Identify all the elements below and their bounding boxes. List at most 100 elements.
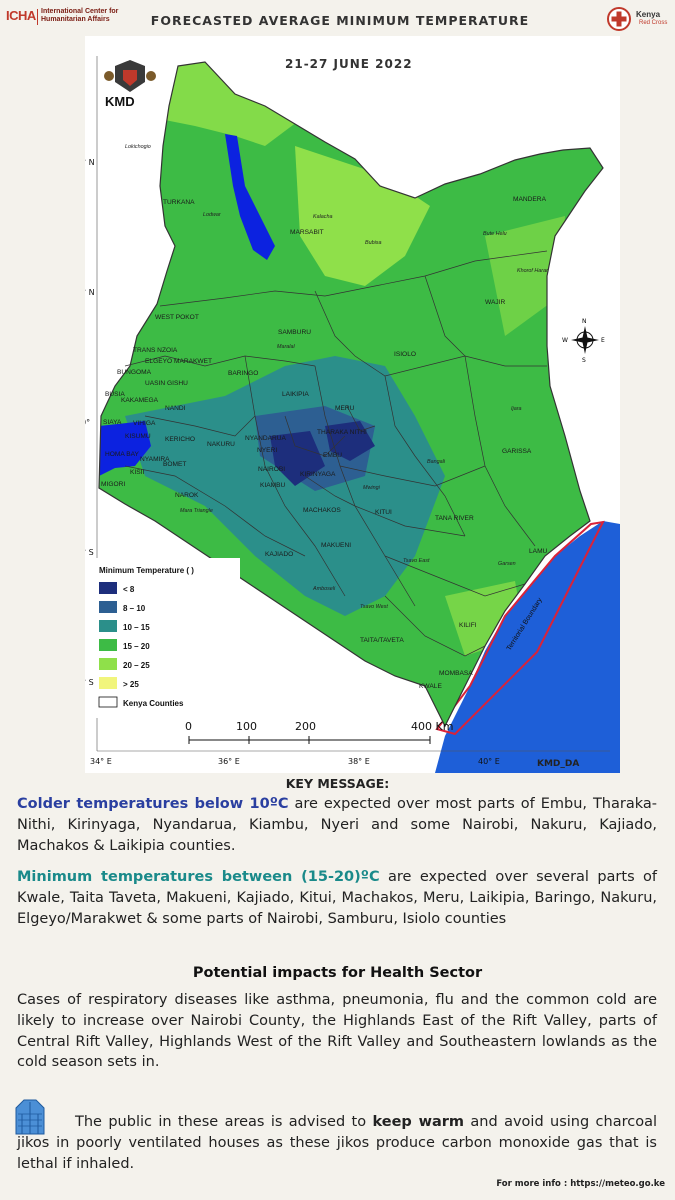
key-message-highlight-1: Colder temperatures below 10ºC: [17, 796, 289, 812]
town-label: Tsavo East: [403, 558, 430, 564]
county-label: BARINGO: [228, 370, 258, 377]
legend-swatch: [99, 677, 117, 689]
county-label: VIHIGA: [133, 420, 156, 427]
icha-name-line-1: International Center for: [41, 8, 119, 15]
lon-label: 40° E: [478, 757, 500, 766]
county-label: KISII: [130, 469, 144, 476]
scale-label: 400 Km: [411, 720, 453, 733]
county-label: NAKURU: [207, 441, 235, 448]
indian-ocean: [435, 521, 620, 773]
town-label: Ijara: [511, 406, 522, 412]
town-label: Garsen: [498, 561, 516, 567]
legend-swatch: [99, 639, 117, 651]
county-label: EMBU: [323, 452, 342, 459]
territorial-boundary: [435, 520, 605, 736]
kenya-temperature-map: Territorial Boundary: [85, 56, 620, 773]
impacts-paragraph-2: The public in these areas is advised to …: [17, 1112, 657, 1174]
legend-swatch: [99, 582, 117, 594]
county-label: NYANDARUA: [245, 435, 287, 442]
county-label: KAKAMEGA: [121, 397, 159, 404]
legend-label: < 8: [123, 585, 135, 594]
krc-name: Kenya: [636, 10, 661, 19]
legend-swatch: [99, 658, 117, 670]
forecast-map: Territorial Boundary: [85, 36, 620, 773]
key-message-text-1: are expected over most parts of Embu, Th…: [17, 796, 657, 854]
county-label: KIAMBU: [260, 482, 286, 489]
lat-label: 4° S: [85, 678, 94, 687]
page-title: FORECASTED AVERAGE MINIMUM TEMPERATURE: [150, 13, 530, 28]
county-label: MOMBASA: [439, 670, 473, 677]
lon-label: 38° E: [348, 757, 370, 766]
jacket-icon: [14, 1096, 46, 1136]
county-label: KILIFI: [459, 622, 477, 629]
compass-icon: N S E W: [562, 318, 605, 364]
advice-text-pre: The public in these areas is advised to: [75, 1114, 373, 1130]
county-label: NAIROBI: [258, 466, 285, 473]
compass-w: W: [562, 337, 568, 344]
key-message-title: KEY MESSAGE:: [285, 776, 390, 791]
lat-labels: 4° N 2° N 0° 2° S 4° S: [85, 158, 95, 687]
kmd-emblem: [104, 60, 156, 92]
compass-e: E: [601, 337, 605, 344]
icha-mark: ICHA: [6, 8, 36, 23]
advice-text-post: and avoid using charcoal jikos in poorly…: [17, 1114, 658, 1172]
icha-name: International Center for Humanitarian Af…: [41, 8, 131, 24]
county-label: NYERI: [257, 447, 277, 454]
county-label: BOMET: [163, 461, 186, 468]
county-label: MAKUENI: [321, 542, 351, 549]
county-label: MANDERA: [513, 196, 547, 203]
county-label: NANDI: [165, 405, 186, 412]
lon-label: 36° E: [218, 757, 240, 766]
scale-label: 100: [236, 720, 257, 733]
county-label: HOMA BAY: [105, 451, 140, 458]
county-label: TRANS NZOIA: [133, 347, 178, 354]
town-label: Tsavo West: [360, 604, 388, 610]
town-label: Mara Triangle: [180, 508, 213, 514]
county-label: MIGORI: [101, 481, 125, 488]
county-label: NAROK: [175, 492, 199, 499]
scale-bar: 0 100 200 400 Km: [185, 720, 453, 744]
town-label: Lokichogio: [125, 144, 151, 150]
legend-swatch: [99, 601, 117, 613]
lat-label: 2° S: [85, 548, 94, 557]
town-label: Maralal: [277, 344, 295, 350]
county-label: TANA RIVER: [435, 515, 474, 522]
kmd-label: KMD: [105, 94, 135, 109]
legend-title: Minimum Temperature ( ): [99, 566, 194, 575]
lon-label: 34° E: [90, 757, 112, 766]
county-label: KAJIADO: [265, 551, 293, 558]
kenya-red-cross-logo: Kenya Red Cross: [606, 6, 670, 34]
logo-divider: [37, 9, 38, 25]
town-label: Khorof Harar: [517, 268, 548, 274]
county-label: MERU: [335, 405, 355, 412]
forecast-date: 21-27 JUNE 2022: [285, 57, 413, 71]
impacts-title: Potential impacts for Health Sector: [192, 965, 483, 981]
krc-subtitle: Red Cross: [639, 20, 668, 26]
town-label: Bute Helu: [483, 231, 507, 237]
key-message-paragraph-1: Colder temperatures below 10ºC are expec…: [17, 794, 657, 856]
county-label: BUSIA: [105, 391, 125, 398]
legend-counties-label: Kenya Counties: [123, 699, 184, 708]
county-label: SAMBURU: [278, 329, 311, 336]
county-borders: [98, 61, 604, 728]
county-label: MACHAKOS: [303, 507, 341, 514]
county-label: KITUI: [375, 509, 392, 516]
county-label: LAIKIPIA: [282, 391, 309, 398]
county-label: NYAMIRA: [140, 456, 170, 463]
county-label: TAITA/TAVETA: [360, 637, 404, 644]
county-label: KIRINYAGA: [300, 471, 336, 478]
county-label: KERICHO: [165, 436, 195, 443]
town-label: Mwingi: [363, 485, 381, 491]
impacts-paragraph-1: Cases of respiratory diseases like asthm…: [17, 992, 657, 1071]
footer-info: For more info : https://meteo.go.ke: [496, 1179, 665, 1189]
red-cross-icon: [607, 7, 631, 31]
town-label: Bubisa: [365, 240, 381, 246]
scale-label: 200: [295, 720, 316, 733]
lon-labels: 34° E 36° E 38° E 40° E: [90, 757, 500, 766]
icha-name-line-2: Humanitarian Affairs: [41, 16, 110, 23]
scale-label: 0: [185, 720, 192, 733]
county-label: UASIN GISHU: [145, 380, 188, 387]
county-labels: TURKANA MARSABIT MANDERA WAJIR WEST POKO…: [101, 196, 548, 690]
legend-label: 10 – 15: [123, 623, 150, 632]
legend-label: > 25: [123, 680, 139, 689]
